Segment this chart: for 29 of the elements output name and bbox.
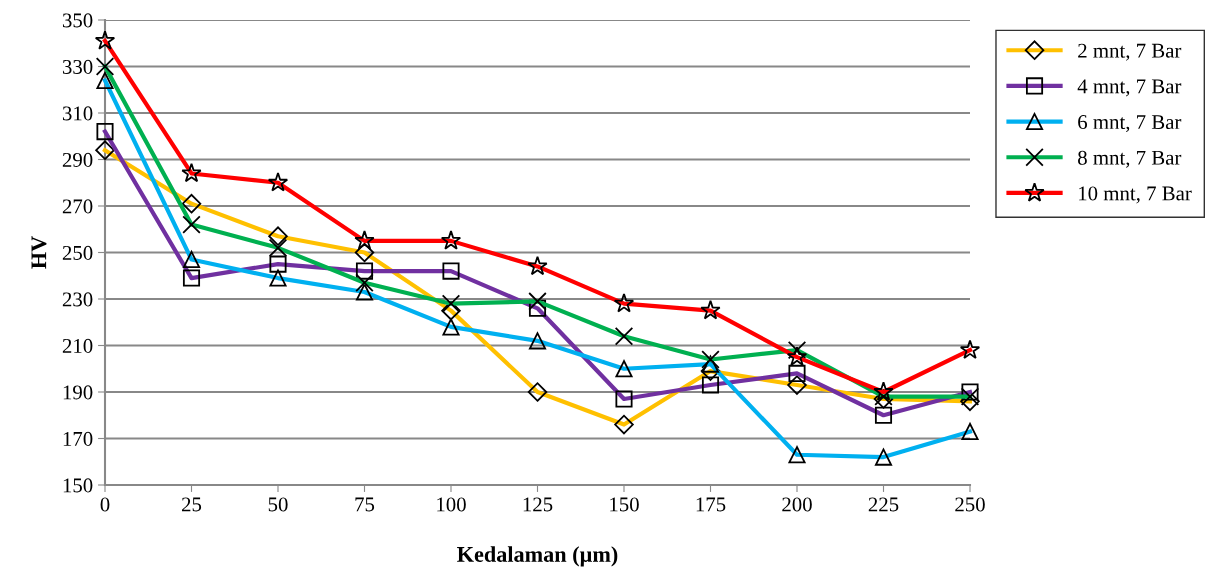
y-tick-label: 190 [63,385,93,400]
y-tick-label: 350 [62,13,93,28]
x-axis-title: Kedalaman (µm) [457,546,618,567]
x-tick-label: 125 [523,497,553,512]
y-tick-label: 270 [62,199,93,214]
y-tick-label: 230 [62,292,93,307]
x-tick-label: 225 [868,497,899,512]
x-tick-label: 175 [696,497,726,512]
x-tick-label: 0 [100,497,110,512]
legend-label: 4 mnt, 7 Bar [1077,79,1182,97]
x-tick-label: 150 [610,497,639,512]
x-tick-label: 100 [437,497,466,512]
x-tick-label: 25 [182,497,202,512]
x-tick-label: 200 [782,497,812,512]
x-tick-label: 250 [955,497,985,512]
legend-label: 8 mnt, 7 Bar [1078,150,1182,168]
y-tick-label: 290 [62,152,93,167]
legend-label: 2 mnt, 7 Bar [1078,43,1182,61]
x-tick-label: 75 [355,497,375,512]
y-axis-title: HV [31,236,47,269]
y-tick-label: 310 [62,106,93,121]
x-tick-label: 50 [268,497,288,512]
y-tick-label: 330 [62,59,93,74]
legend-label: 10 mnt, 7 Bar [1079,186,1192,204]
y-tick-label: 170 [63,431,93,446]
y-tick-label: 150 [63,478,93,493]
legend-label: 6 mnt, 7 Bar [1078,115,1182,133]
y-tick-label: 210 [62,338,93,353]
y-tick-label: 250 [62,245,93,260]
